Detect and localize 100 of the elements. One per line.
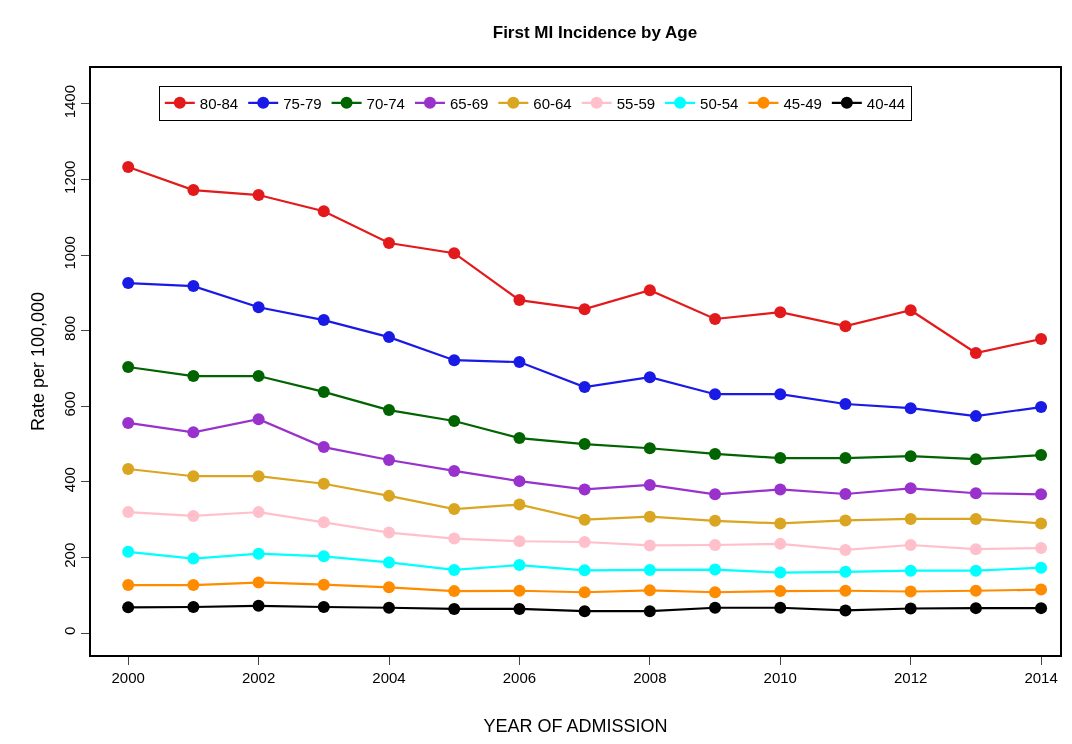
point: [709, 388, 722, 401]
legend-label: 80-84: [199, 94, 239, 112]
point: [252, 547, 265, 560]
point: [317, 601, 330, 613]
point: [383, 489, 395, 502]
point: [969, 487, 982, 500]
point: [1035, 583, 1048, 596]
point: [317, 441, 330, 454]
x-tick-label: 2014: [1024, 668, 1058, 686]
point: [774, 537, 787, 550]
x-axis-title: YEAR OF ADMISSION: [483, 716, 668, 737]
point: [839, 584, 852, 597]
point: [383, 526, 395, 539]
point: [187, 370, 200, 383]
point: [904, 585, 917, 598]
point: [122, 545, 135, 558]
point: [774, 388, 787, 401]
point: [709, 539, 722, 551]
point: [839, 543, 852, 556]
point: [383, 556, 395, 569]
point: [969, 410, 982, 423]
point: [383, 581, 395, 594]
point: [839, 565, 852, 578]
point: [1035, 517, 1048, 530]
point: [578, 586, 591, 599]
point: [513, 475, 526, 488]
legend-label: 70-74: [366, 94, 405, 112]
point: [709, 586, 722, 599]
point: [578, 605, 591, 618]
point: [383, 453, 395, 466]
point: [774, 483, 787, 496]
point: [904, 304, 917, 317]
point: [317, 314, 330, 327]
point: [513, 294, 526, 307]
point: [969, 347, 982, 359]
point: [122, 277, 135, 290]
point: [969, 543, 982, 556]
point: [187, 552, 200, 565]
point: [839, 487, 852, 500]
point: [774, 306, 787, 319]
point: [252, 576, 265, 589]
point: [513, 356, 526, 369]
point: [578, 564, 591, 577]
point: [969, 453, 982, 466]
chart-title: First MI Incidence by Age: [492, 22, 698, 42]
point: [1035, 333, 1048, 345]
point: [839, 398, 852, 411]
x-tick-label: 2004: [372, 668, 406, 686]
point: [122, 579, 135, 592]
point: [969, 584, 982, 597]
point: [578, 535, 591, 548]
point: [774, 601, 787, 614]
point: [513, 535, 526, 548]
point: [187, 470, 200, 483]
point: [1035, 449, 1048, 462]
point: [252, 413, 265, 426]
y-tick-label: 1400: [61, 84, 79, 119]
point: [187, 579, 200, 592]
legend-label: 40-44: [866, 94, 906, 112]
point: [643, 605, 656, 618]
x-tick-label: 2002: [241, 668, 276, 686]
point: [187, 426, 200, 439]
point: [578, 438, 591, 451]
legend-label: 55-59: [616, 94, 656, 112]
point: [709, 514, 722, 527]
point: [513, 602, 526, 615]
point: [904, 482, 917, 495]
x-tick-label: 2012: [893, 668, 928, 686]
y-tick-label: 200: [61, 542, 79, 568]
point: [709, 563, 722, 576]
point: [317, 550, 330, 563]
point: [839, 452, 852, 465]
point: [383, 237, 395, 249]
point: [904, 564, 917, 577]
point: [448, 415, 461, 428]
point: [774, 452, 787, 465]
point: [643, 584, 656, 597]
x-tick-label: 2010: [763, 668, 797, 686]
point: [448, 602, 461, 615]
point: [383, 601, 395, 614]
point: [187, 184, 200, 197]
point: [122, 161, 135, 174]
point: [448, 354, 461, 367]
point: [122, 360, 135, 373]
point: [317, 516, 330, 529]
point: [317, 578, 330, 591]
point: [904, 512, 917, 525]
point: [252, 301, 265, 314]
point: [122, 463, 135, 476]
point: [1035, 401, 1048, 414]
point: [839, 320, 852, 333]
point: [578, 483, 591, 496]
point: [122, 601, 135, 614]
point: [187, 280, 200, 293]
legend-label: 65-69: [449, 94, 489, 112]
point: [448, 503, 461, 516]
point: [839, 604, 852, 617]
y-tick-label: 0: [61, 626, 79, 635]
point: [122, 506, 135, 519]
legend-label: 50-54: [700, 94, 739, 112]
